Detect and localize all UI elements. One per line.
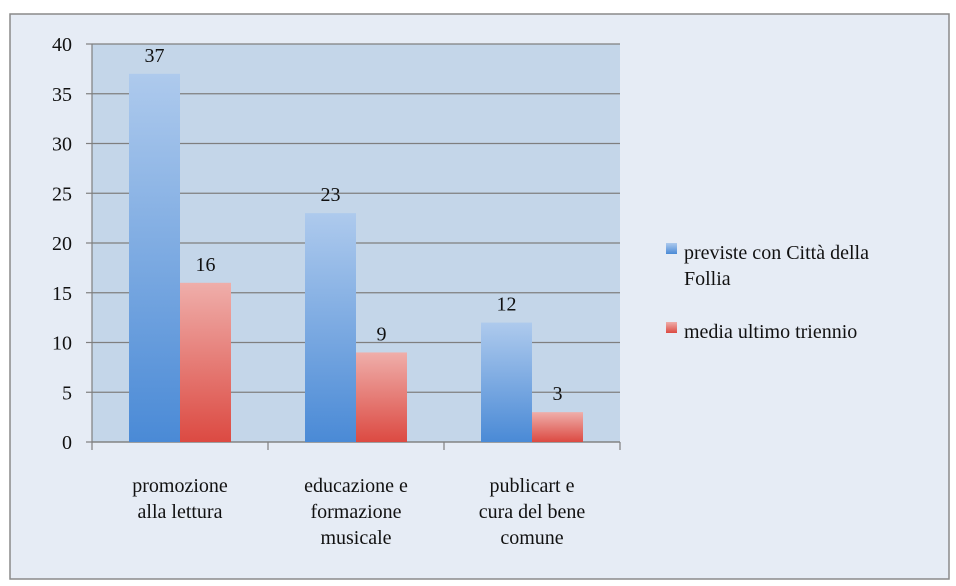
data-label: 23 bbox=[321, 184, 341, 206]
y-tick-label: 30 bbox=[52, 134, 72, 156]
legend-label: previste con Città della Follia bbox=[684, 242, 869, 290]
bar bbox=[305, 213, 356, 442]
bar bbox=[481, 322, 532, 442]
y-tick-label: 40 bbox=[52, 34, 72, 56]
data-label: 9 bbox=[377, 323, 387, 345]
x-tick-label: educazione e formazione musicale bbox=[304, 475, 408, 549]
data-label: 37 bbox=[145, 45, 165, 67]
legend-label: media ultimo triennio bbox=[684, 321, 857, 343]
bar bbox=[532, 412, 583, 442]
y-tick-label: 5 bbox=[62, 382, 72, 404]
x-tick-label: promozione alla lettura bbox=[132, 475, 228, 523]
bar bbox=[129, 73, 180, 442]
y-tick-label: 35 bbox=[52, 84, 72, 106]
y-tick-label: 10 bbox=[52, 333, 72, 355]
y-tick-label: 25 bbox=[52, 183, 72, 205]
data-label: 16 bbox=[196, 254, 216, 276]
x-tick-label: publicart e cura del bene comune bbox=[479, 475, 586, 549]
y-tick-label: 0 bbox=[62, 432, 72, 454]
y-tick-label: 20 bbox=[52, 233, 72, 255]
legend-swatch bbox=[666, 243, 677, 254]
bar bbox=[356, 352, 407, 442]
data-label: 3 bbox=[553, 383, 563, 405]
legend-swatch bbox=[666, 322, 677, 333]
bar bbox=[180, 282, 231, 442]
data-label: 12 bbox=[497, 294, 517, 316]
y-tick-label: 15 bbox=[52, 283, 72, 305]
